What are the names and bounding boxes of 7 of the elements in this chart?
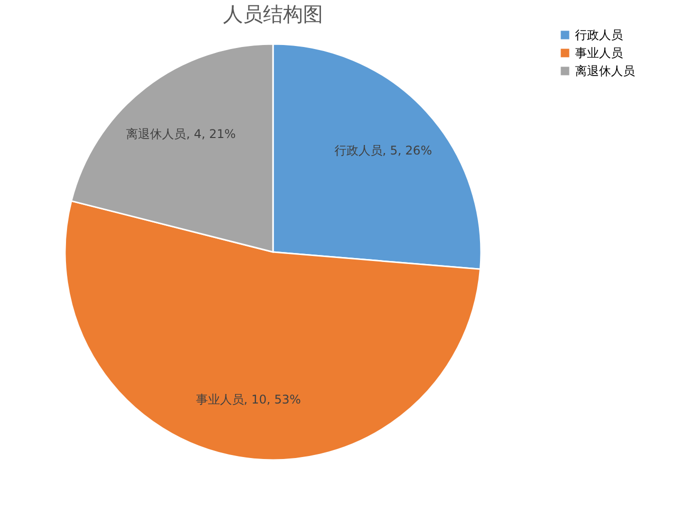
legend-label: 行政人员	[575, 28, 623, 42]
data-label: 行政人员, 5, 26%	[334, 144, 432, 158]
data-label: 事业人员, 10, 53%	[196, 392, 301, 407]
legend-label: 事业人员	[575, 46, 623, 60]
data-label: 离退休人员, 4, 21%	[126, 126, 236, 141]
legend-label: 离退休人员	[575, 64, 635, 78]
chart-title: 人员结构图	[223, 2, 323, 26]
